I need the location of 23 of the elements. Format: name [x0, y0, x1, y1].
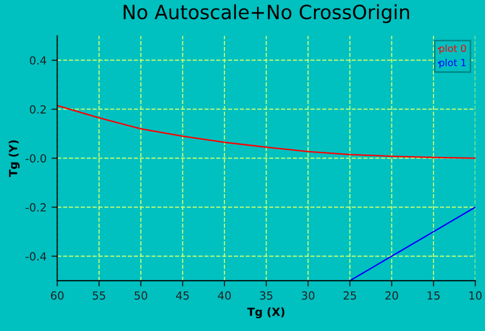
x-axis-title: Tg (X) — [247, 307, 284, 318]
chart-title: No Autoscale+No CrossOrigin — [124, 4, 410, 24]
x-tick-label: 10 — [469, 291, 482, 300]
legend-label: plot 0 — [440, 44, 466, 54]
y-tick-label: -0.0 — [26, 154, 46, 163]
x-tick-label: 30 — [302, 291, 314, 300]
line-series — [57, 104, 476, 159]
y-tick-label: 0.4 — [30, 56, 46, 65]
x-tick-label: 15 — [428, 291, 440, 300]
y-tick-label: -0.4 — [26, 252, 46, 261]
x-tick-label: 20 — [385, 291, 398, 300]
x-tick-label: 35 — [260, 291, 272, 300]
legend-label: plot 1 — [440, 58, 466, 68]
y-tick-label: 0.2 — [30, 105, 46, 114]
x-tick-label: 40 — [218, 291, 231, 300]
x-tick-label: 45 — [176, 291, 189, 300]
y-axis-title: Tg (Y) — [8, 140, 20, 177]
x-tick-label: 60 — [50, 291, 64, 300]
line-series — [349, 206, 476, 281]
x-tick-label: 25 — [344, 291, 356, 300]
x-tick-label: 55 — [92, 291, 106, 300]
x-tick-label: 50 — [134, 291, 148, 300]
y-tick-label: -0.2 — [26, 203, 46, 212]
